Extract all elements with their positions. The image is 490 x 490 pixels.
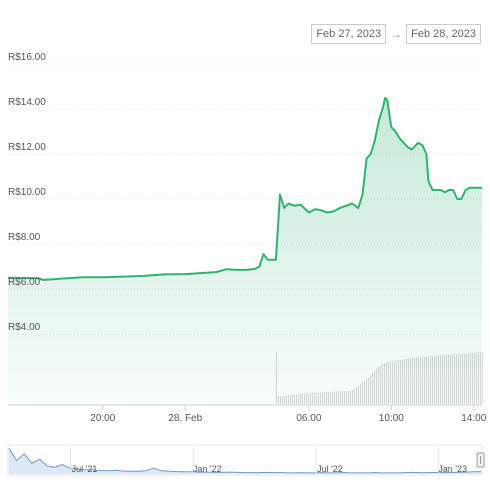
x-tick-label: 06:00: [296, 413, 321, 424]
x-axis-ticks: 20:00 28. Feb 06:00 10:00 14:00: [90, 405, 487, 424]
navigator-area: [9, 448, 481, 474]
x-tick-label: 14:00: [461, 413, 486, 424]
x-tick-label: 20:00: [90, 413, 115, 424]
navigator-tick-label: Jul '21: [72, 464, 98, 474]
date-to-input[interactable]: Feb 28, 2023: [406, 24, 481, 44]
price-line: [7, 96, 482, 281]
navigator-tick-label: Jul '22: [317, 464, 343, 474]
navigator[interactable]: Jul '21 Jan '22 Jul '22 Jan '23: [7, 444, 485, 476]
navigator-tick-label: Jan '23: [438, 464, 467, 474]
y-tick-label: R$8.00: [8, 232, 41, 243]
x-tick-label: 10:00: [379, 413, 404, 424]
x-tick-label: 28. Feb: [168, 413, 202, 424]
volume-bar: [481, 352, 483, 404]
y-tick-label: R$12.00: [8, 142, 46, 153]
arrow-right-icon: →: [390, 27, 403, 41]
navigator-line: [8, 448, 482, 474]
navigator-tick-label: Jan '22: [193, 464, 222, 474]
date-range-selector: Feb 27, 2023 → Feb 28, 2023: [311, 24, 481, 44]
price-area: [8, 97, 482, 406]
y-tick-label: R$16.00: [8, 52, 46, 63]
y-axis-labels: R$16.00 R$14.00 R$12.00 R$10.00 R$8.00 R$6.00…: [8, 52, 46, 333]
y-tick-label: R$10.00: [8, 187, 46, 198]
y-tick-label: R$14.00: [8, 97, 46, 108]
navigator-ticks: Jul '21 Jan '22 Jul '22 Jan '23: [70, 447, 467, 474]
y-tick-label: R$4.00: [8, 322, 41, 333]
date-from-input[interactable]: Feb 27, 2023: [311, 24, 387, 44]
y-tick-label: R$6.00: [8, 277, 41, 288]
